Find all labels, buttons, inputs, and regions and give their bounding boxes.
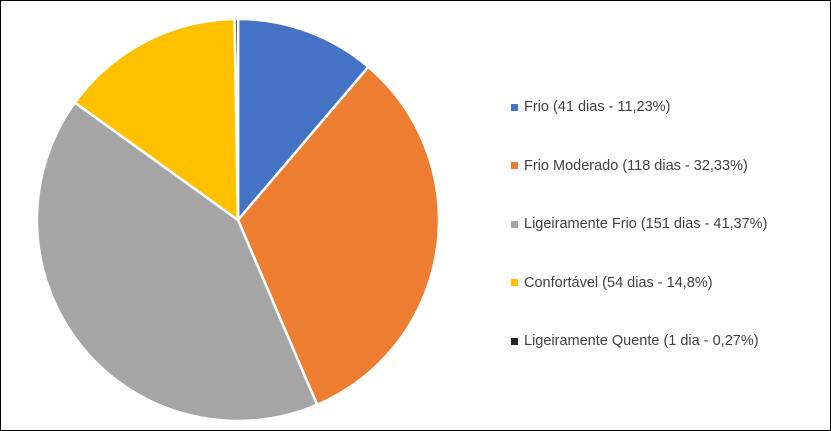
legend-item: Frio Moderado (118 dias - 32,33%) (511, 154, 767, 178)
legend-item: Ligeiramente Frio (151 dias - 41,37%) (511, 212, 767, 236)
pie-chart (35, 17, 441, 423)
legend-swatch (511, 103, 518, 111)
pie-slice-4 (73, 17, 240, 222)
pie-slice-5 (233, 17, 240, 222)
legend-item: Ligeiramente Quente (1 dia - 0,27%) (511, 329, 767, 353)
legend-item: Frio (41 dias - 11,23%) (511, 95, 767, 119)
legend-swatch (511, 279, 518, 286)
legend-label: Ligeiramente Quente (1 dia - 0,27%) (524, 333, 759, 349)
legend: Frio (41 dias - 11,23%) Frio Moderado (11… (511, 95, 767, 388)
legend-label: Confortável (54 dias - 14,8%) (524, 274, 713, 291)
legend-label: Frio (41 dias - 11,23%) (524, 99, 671, 115)
legend-swatch (511, 162, 518, 169)
legend-label: Frio Moderado (118 dias - 32,33%) (524, 157, 748, 174)
legend-item: Confortável (54 dias - 14,8%) (511, 271, 767, 295)
pie-slice-1 (236, 17, 370, 222)
pie-slice-2 (236, 65, 441, 407)
legend-label: Ligeiramente Frio (151 dias - 41,37%) (524, 216, 768, 232)
pie-slice-3 (35, 101, 319, 423)
legend-swatch (511, 220, 518, 228)
legend-swatch (511, 337, 518, 345)
